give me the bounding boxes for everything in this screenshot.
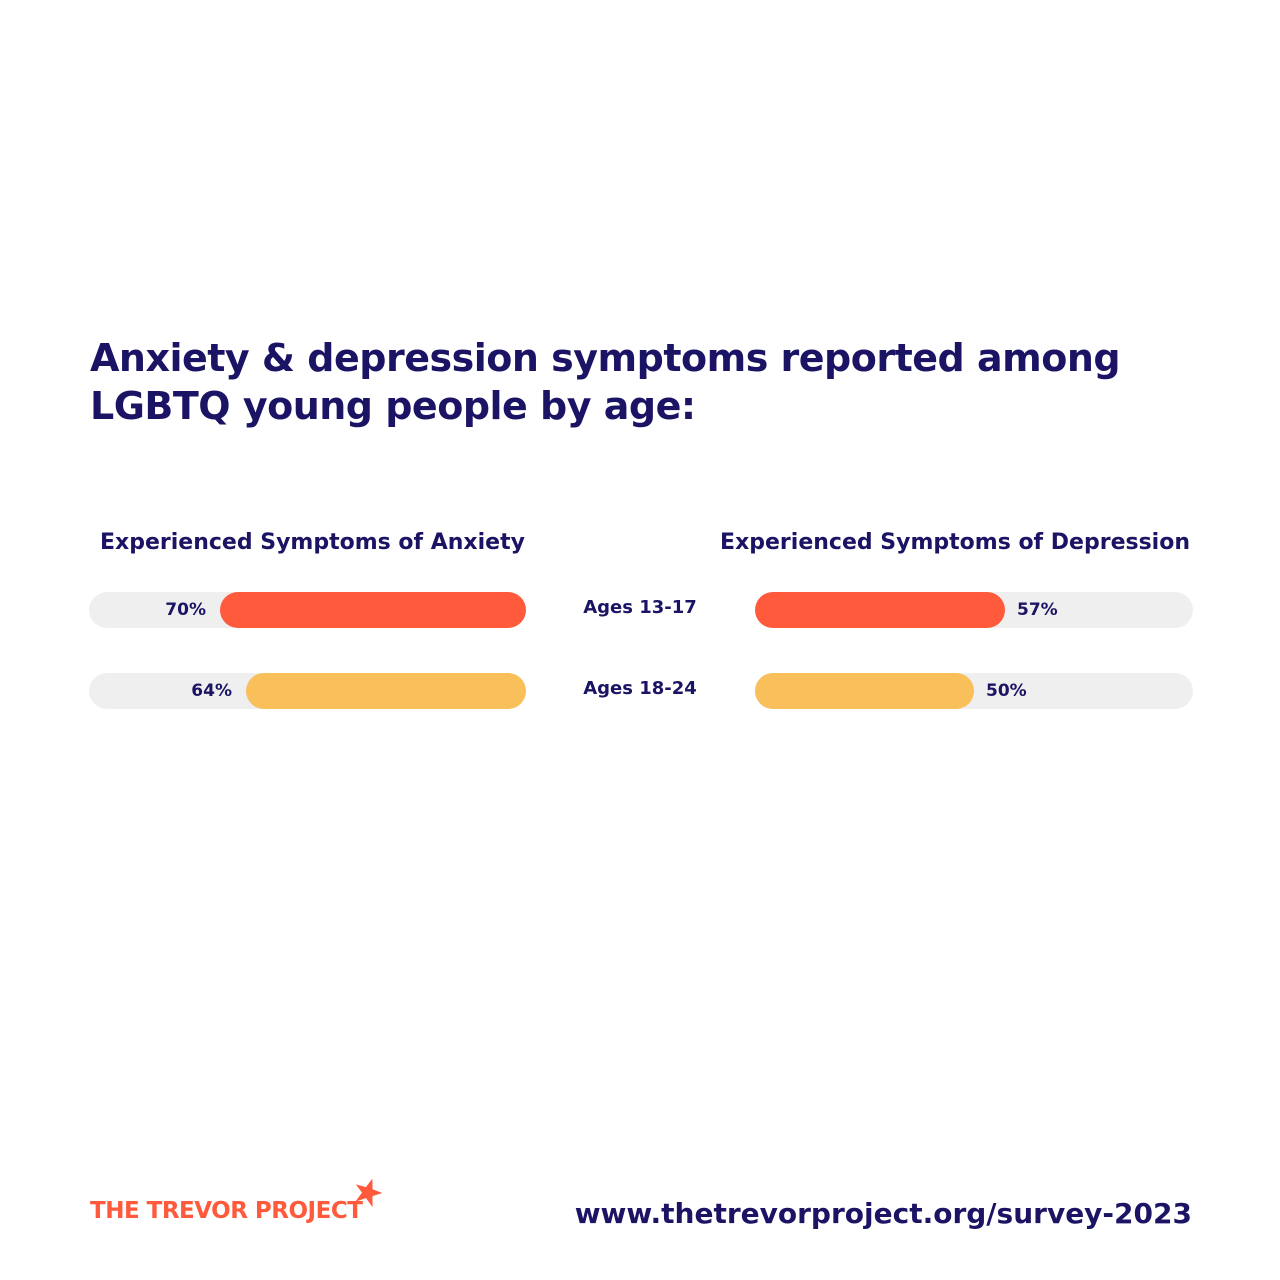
anxiety-panel-title: Experienced Symptoms of Anxiety <box>100 530 525 555</box>
anxiety-bar-ages-13-17 <box>220 592 526 628</box>
depression-bar-ages-13-17 <box>755 592 1005 628</box>
depression-bar-track-ages-18-24: 50% <box>755 673 1193 709</box>
depression-value-label-ages-18-24: 50% <box>986 681 1027 701</box>
anxiety-value-label-ages-13-17: 70% <box>165 600 206 620</box>
anxiety-bar-ages-18-24 <box>246 673 526 709</box>
chart-title: Anxiety & depression symptoms reported a… <box>90 336 1121 428</box>
anxiety-bar-track-ages-18-24: 64% <box>89 673 526 709</box>
age-label-13-17: Ages 13-17 <box>583 597 697 618</box>
depression-bar-track-ages-13-17: 57% <box>755 592 1193 628</box>
anxiety-bar-track-ages-13-17: 70% <box>89 592 526 628</box>
survey-url: www.thetrevorproject.org/survey-2023 <box>574 1197 1192 1230</box>
depression-bar-ages-18-24 <box>755 673 974 709</box>
depression-panel-title: Experienced Symptoms of Depression <box>720 530 1190 555</box>
anxiety-value-label-ages-18-24: 64% <box>191 681 232 701</box>
trevor-project-logo: THE TREVOR PROJECT <box>90 1198 363 1224</box>
age-label-18-24: Ages 18-24 <box>583 678 697 699</box>
depression-value-label-ages-13-17: 57% <box>1017 600 1058 620</box>
star-icon <box>355 1178 383 1208</box>
